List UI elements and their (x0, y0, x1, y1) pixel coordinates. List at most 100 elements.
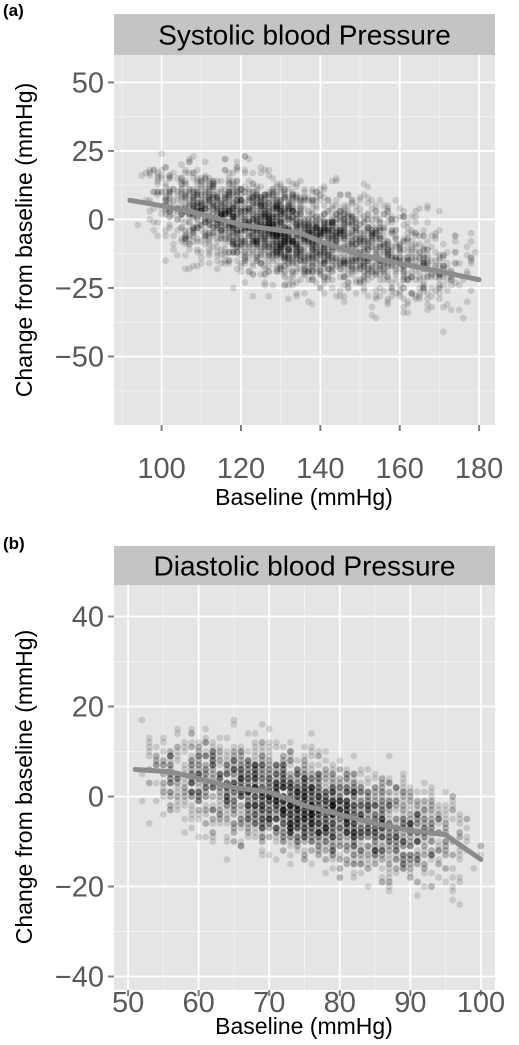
data-point (352, 207, 360, 215)
data-point (400, 238, 408, 245)
data-point (190, 227, 197, 234)
data-point (233, 265, 241, 273)
data-point (249, 270, 257, 278)
data-point (378, 793, 386, 800)
data-point (225, 257, 233, 264)
data-point (297, 218, 304, 226)
data-point (392, 227, 400, 234)
data-point (352, 257, 360, 264)
data-point (378, 856, 386, 863)
data-point (249, 188, 257, 196)
data-point (336, 766, 344, 773)
data-point (166, 213, 174, 221)
data-point (400, 295, 408, 303)
data-point (285, 216, 292, 223)
data-point (421, 779, 428, 787)
data-point (332, 174, 340, 182)
data-point (308, 847, 315, 854)
data-point (261, 191, 269, 199)
data-point (340, 292, 348, 300)
data-point (154, 169, 162, 177)
data-point (421, 883, 428, 890)
data-point (230, 838, 238, 845)
data-point (470, 865, 478, 872)
data-point (285, 295, 292, 303)
data-point (297, 196, 304, 204)
data-point (261, 235, 269, 243)
data-point (202, 739, 210, 746)
data-point (213, 205, 221, 212)
data-point (421, 797, 428, 805)
data-point (237, 229, 245, 237)
data-point (428, 284, 435, 292)
data-point (223, 833, 231, 841)
data-point (289, 246, 296, 254)
data-point (158, 150, 166, 158)
data-point (245, 196, 253, 204)
data-point (285, 238, 292, 245)
data-point (368, 238, 376, 245)
data-point (324, 251, 332, 259)
data-point (241, 243, 249, 251)
data-point (332, 235, 340, 243)
data-point (456, 815, 464, 823)
data-point (150, 188, 158, 196)
data-point (340, 224, 348, 232)
data-point (376, 265, 384, 273)
data-point (343, 788, 351, 796)
data-point (257, 251, 265, 259)
data-point (378, 775, 386, 782)
data-point (261, 240, 269, 248)
data-point (360, 279, 368, 286)
data-point (265, 251, 273, 259)
data-point (332, 224, 340, 232)
data-point (368, 312, 376, 319)
data-point (277, 251, 285, 259)
data-point (265, 257, 273, 264)
data-point (467, 229, 475, 237)
data-point (225, 185, 233, 193)
data-point (289, 238, 296, 245)
data-point (197, 248, 205, 256)
data-point (273, 246, 281, 254)
data-point (384, 207, 392, 215)
data-point (313, 257, 320, 264)
data-point (368, 235, 376, 243)
data-point (364, 292, 372, 300)
data-point (380, 287, 388, 295)
data-point (444, 301, 451, 308)
data-point (313, 265, 320, 273)
data-point (213, 265, 221, 273)
data-point (380, 240, 388, 248)
data-point (237, 761, 245, 769)
data-point (440, 251, 447, 259)
data-point (408, 238, 416, 245)
data-point (320, 185, 328, 193)
data-point (294, 824, 301, 832)
data-point (350, 874, 358, 881)
data-point (202, 802, 210, 809)
data-point (285, 251, 292, 259)
data-point (285, 216, 292, 223)
data-point (340, 202, 348, 210)
data-point (459, 314, 467, 322)
data-point (293, 290, 300, 297)
data-point (281, 254, 289, 262)
data-point (297, 243, 304, 251)
data-point (348, 221, 356, 229)
data-point (442, 788, 449, 796)
data-point (293, 221, 300, 229)
data-point (205, 229, 213, 237)
data-point (186, 158, 193, 166)
data-point (317, 246, 324, 254)
x-axis-title: Baseline (mmHg) (215, 484, 393, 510)
data-point (340, 298, 348, 306)
data-point (432, 257, 439, 264)
data-point (315, 833, 322, 841)
data-point (399, 779, 407, 787)
data-point (146, 169, 154, 177)
data-point (352, 262, 360, 270)
data-point (392, 833, 400, 841)
data-point (217, 199, 225, 207)
data-point (190, 153, 197, 160)
